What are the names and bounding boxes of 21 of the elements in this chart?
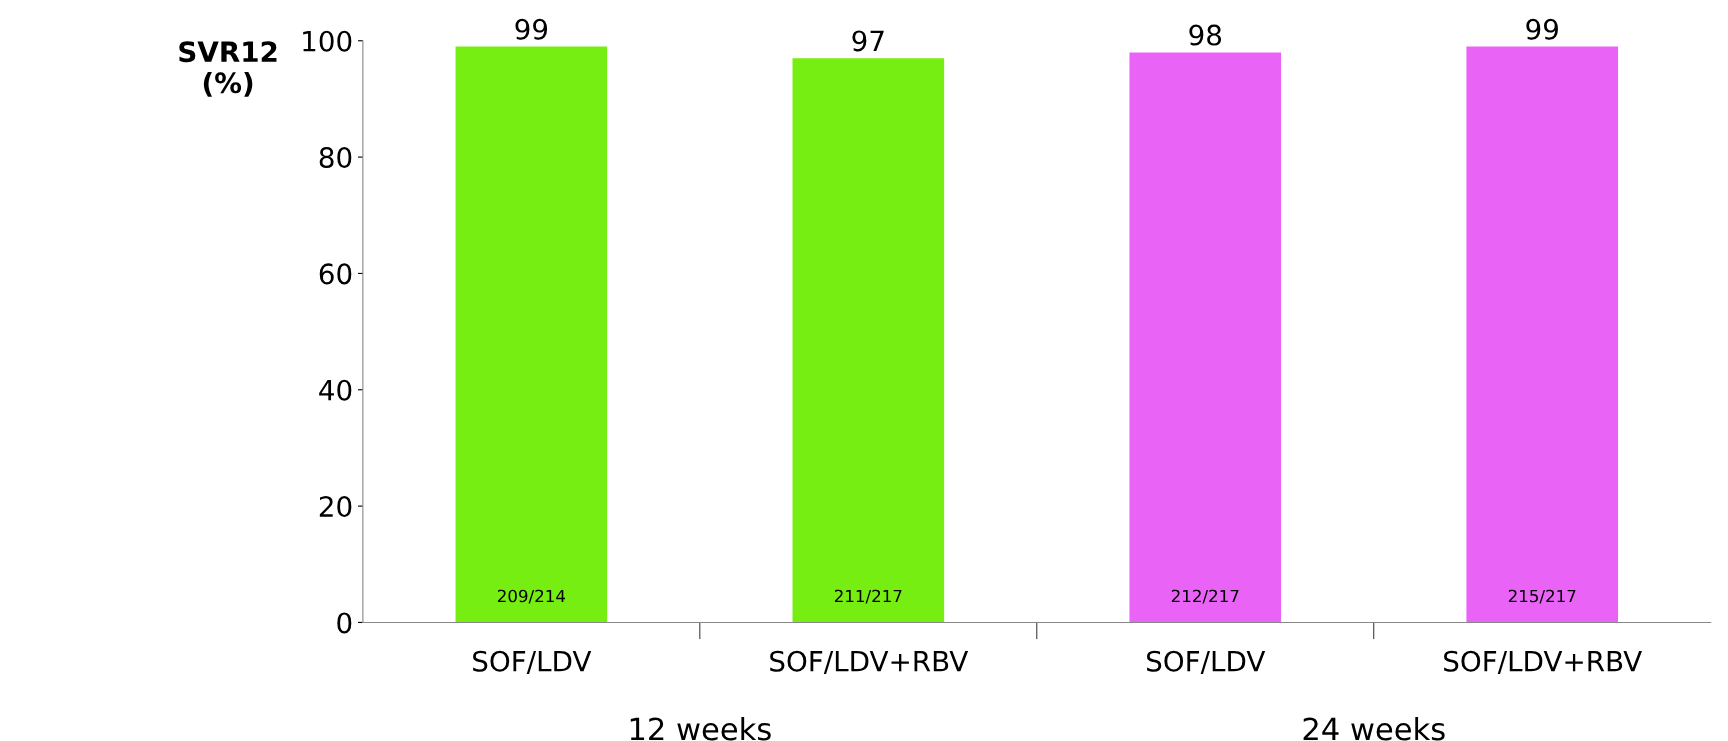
data-label: 97 [852,30,884,52]
y-axis-title: SVR12 (%) [179,41,277,97]
x-tick-label: SOF/LDV+RBV [770,650,969,674]
annotation: 211/217 [834,589,902,604]
y-tick-label: 40 [319,379,352,401]
y-tick-label: 20 [319,496,352,518]
data-label: 99 [1526,18,1558,40]
x-tick-label: SOF/LDV+RBV [1444,650,1642,674]
y-tick-label: 100 [303,30,352,52]
x-tick-label: SOF/LDV [1147,650,1266,674]
text: 24 weeks [1303,716,1445,741]
x-tick-label: SOF/LDV [473,650,592,674]
annotation: 215/217 [1508,589,1576,604]
data-label: 98 [1189,24,1222,46]
data-label: 99 [515,18,548,40]
annotation: 212/217 [1171,589,1239,604]
y-tick-label: 60 [319,263,352,285]
text: 12 weeks [630,716,771,741]
y-tick-label: 0 [337,612,352,634]
annotation: 209/214 [497,589,566,604]
y-tick-label: 80 [319,147,352,169]
